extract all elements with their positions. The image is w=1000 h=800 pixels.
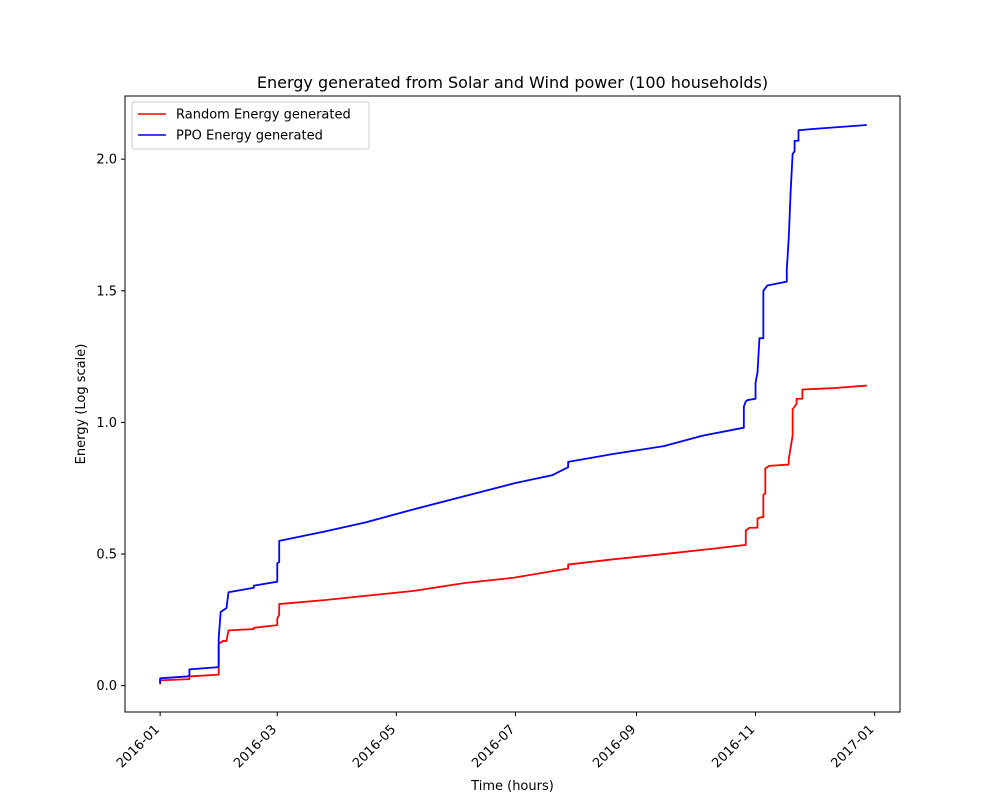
plot-area-frame	[124, 95, 901, 713]
legend-label-random: Random Energy generated	[176, 108, 351, 123]
y-tick-label: 0.0	[96, 679, 117, 694]
legend-label-ppo: PPO Energy generated	[176, 129, 323, 144]
y-axis-label: Energy (Log scale)	[74, 344, 89, 465]
y-tick-label: 0.5	[96, 548, 117, 563]
series-line-random	[159, 384, 867, 685]
legend: Random Energy generated PPO Energy gener…	[131, 101, 370, 150]
y-tick-label: 2.0	[96, 153, 117, 168]
x-axis-label: Time (hours)	[470, 779, 554, 794]
chart-title: Energy generated from Solar and Wind pow…	[257, 73, 768, 92]
y-axis: 0.0 0.5 1.0 1.5 2.0	[96, 153, 125, 694]
y-tick-label: 1.5	[96, 284, 117, 299]
y-tick-label: 1.0	[96, 416, 117, 431]
series-layer	[159, 124, 867, 685]
series-line-ppo	[159, 124, 867, 684]
legend-box	[131, 101, 370, 150]
